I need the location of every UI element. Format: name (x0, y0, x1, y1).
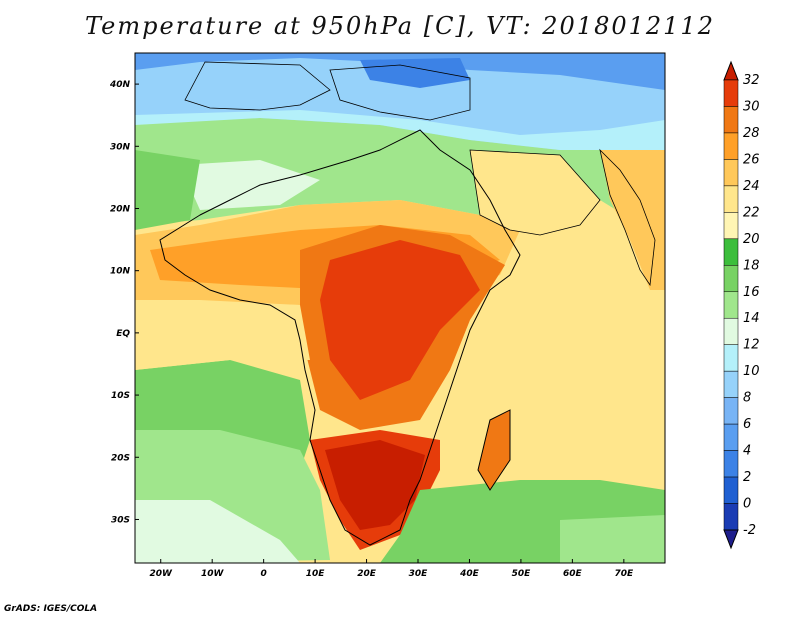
y-tick-label: 10S (111, 391, 130, 401)
colorbar-label: 30 (743, 99, 760, 114)
y-tick-label: 40N (109, 80, 131, 90)
colorbar-segment (723, 423, 739, 451)
x-tick-label: 10E (306, 569, 326, 579)
colorbar-segment (723, 79, 739, 107)
field-madagascar (478, 410, 510, 490)
footer-credit: GrADS: IGES/COLA (4, 604, 98, 614)
colorbar-segment (723, 291, 739, 319)
field-east-africa-hot (320, 240, 480, 400)
colorbar-label: 20 (743, 232, 760, 247)
colorbar-segment (723, 503, 739, 531)
y-tick-label: EQ (116, 329, 130, 339)
colorbar-top-arrow (723, 60, 739, 81)
coastline-africa (159, 129, 521, 546)
x-tick-label: 20W (150, 569, 174, 579)
colorbar-label: 0 (743, 497, 751, 512)
y-tick-label: 30N (110, 142, 131, 152)
coastline-madagascar (477, 409, 511, 491)
colorbar-segment (723, 317, 739, 345)
x-tick-label: 0 (261, 569, 267, 579)
field-sahara (135, 118, 665, 240)
coastline-india (599, 148, 656, 287)
colorbar-label: 10 (743, 364, 760, 379)
plot-frame (134, 52, 666, 564)
colorbar-label: 4 (743, 444, 751, 459)
colorbar-segment (723, 238, 739, 266)
y-tick-label: 20N (110, 204, 131, 214)
colorbar-segment (723, 397, 739, 425)
colorbar-label: 32 (743, 73, 760, 88)
colorbar-segment (723, 450, 739, 478)
colorbar-segment (723, 185, 739, 213)
coastline-iberia (184, 61, 331, 111)
y-tick-label: 30S (111, 515, 130, 525)
plot-title: Temperature at 950hPa [C], VT: 201801211… (85, 12, 715, 40)
colorbar-label: 12 (743, 338, 760, 353)
x-tick-label: 30E (409, 569, 429, 579)
colorbar-label: 18 (743, 258, 760, 273)
x-axis: 20W 10W 0 10E 20E 30E 40E 50E 60E 70E (150, 559, 634, 579)
colorbar-label: 22 (743, 205, 760, 220)
field-south-indian-cool (560, 515, 665, 563)
y-axis: 40N 30N 20N 10N EQ 10S 20S 30S (109, 80, 139, 525)
temperature-field (135, 53, 665, 563)
field-gulf-guinea (135, 300, 310, 370)
colorbar-label: 6 (743, 417, 751, 432)
colorbar-label: 8 (743, 391, 751, 406)
colorbar-segment (723, 370, 739, 398)
colorbar-segment (723, 212, 739, 240)
colorbar-segment (723, 344, 739, 372)
colorbar-label: 16 (743, 285, 760, 300)
coastline-arabia (469, 149, 601, 236)
colorbar-label: -2 (743, 523, 756, 538)
colorbar-label: 26 (743, 152, 760, 167)
x-tick-label: 20E (357, 569, 377, 579)
field-india (600, 150, 665, 290)
field-west-sahara (180, 160, 320, 210)
x-tick-label: 40E (459, 569, 480, 579)
colorbar-label: 24 (743, 179, 760, 194)
field-southwest-cool (135, 500, 300, 563)
field-north-transition (135, 110, 665, 150)
colorbar-label: 2 (743, 470, 751, 485)
x-tick-label: 50E (512, 569, 532, 579)
y-tick-label: 10N (110, 267, 131, 277)
y-tick-label: 20S (111, 453, 130, 463)
colorbar-label: 14 (743, 311, 760, 326)
x-tick-label: 70E (614, 569, 634, 579)
x-tick-label: 10W (201, 569, 225, 579)
colorbar-segment (723, 476, 739, 504)
colorbar-segment (723, 132, 739, 160)
colorbar-bottom-arrow (723, 529, 739, 550)
field-europe-cold (135, 53, 665, 90)
colorbar-segment (723, 265, 739, 293)
coastline-mediterranean (329, 64, 471, 121)
field-east-atlantic (135, 150, 200, 230)
colorbar-segment (723, 106, 739, 134)
field-southern-africa-hot (325, 440, 425, 530)
field-arabia (470, 150, 600, 235)
x-tick-label: 60E (563, 569, 583, 579)
colorbar-segment (723, 159, 739, 187)
colorbar-label: 28 (743, 126, 760, 141)
